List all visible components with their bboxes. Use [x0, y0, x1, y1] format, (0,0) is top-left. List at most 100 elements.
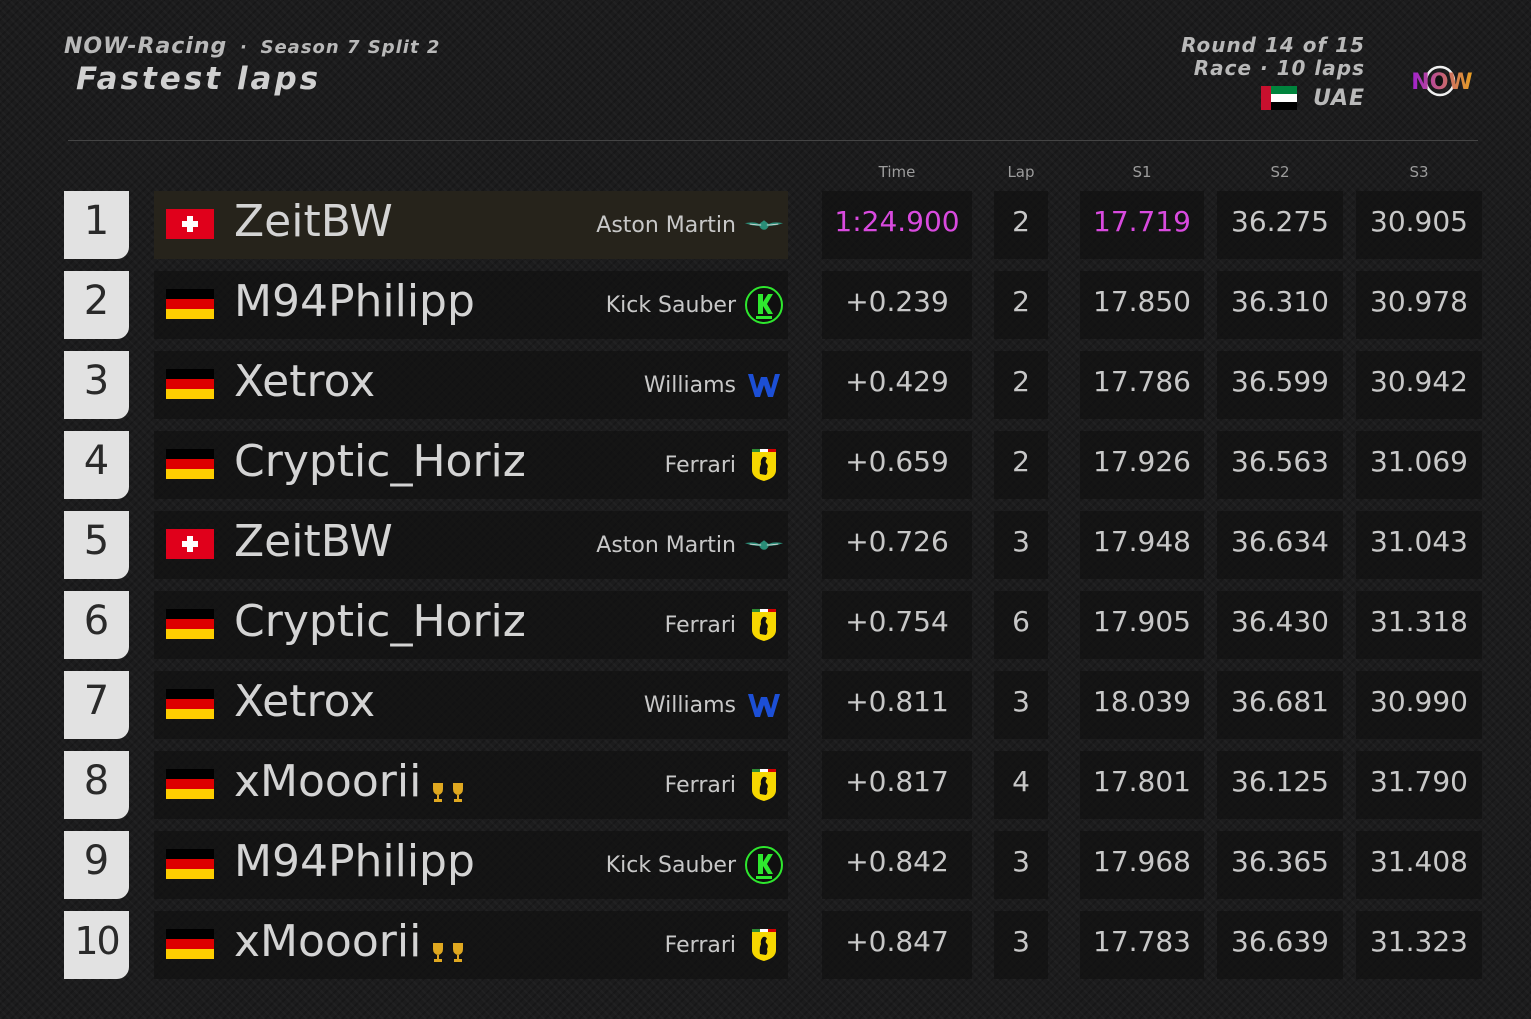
- driver-name-text: M94Philipp: [234, 276, 475, 327]
- team: Aston Martin: [596, 526, 784, 564]
- lap-number: 4: [994, 751, 1048, 819]
- team-name: Williams: [643, 372, 736, 398]
- position-number: 2: [64, 271, 129, 339]
- germany-flag-icon: [166, 609, 214, 639]
- driver-cell: Xetrox Williams: [154, 671, 788, 739]
- sector-1-time: 17.948: [1080, 511, 1204, 579]
- lap-number: 2: [994, 431, 1048, 499]
- team: Williams: [644, 366, 784, 404]
- germany-flag-icon: [166, 929, 214, 959]
- series-separator: ·: [239, 37, 248, 58]
- team: Kick Sauber: [606, 846, 784, 884]
- team-name: Ferrari: [664, 932, 736, 958]
- series-line: NOW-Racing · Season 7 Split 2: [64, 34, 440, 59]
- ferrari-logo-icon: [744, 445, 784, 485]
- aston-martin-logo-icon: [744, 205, 784, 245]
- header-right: Round 14 of 15 Race · 10 laps UAE: [1181, 34, 1365, 110]
- sector-1-time: 17.905: [1080, 591, 1204, 659]
- sector-2-time: 36.599: [1217, 351, 1343, 419]
- position-number: 7: [64, 671, 129, 739]
- germany-flag-icon: [166, 449, 214, 479]
- sector-1-time: 17.719: [1080, 191, 1204, 259]
- lap-time: +0.659: [822, 431, 972, 499]
- col-header-time: Time: [878, 163, 916, 181]
- lap-number: 3: [994, 831, 1048, 899]
- switzerland-flag-icon: [166, 529, 214, 559]
- lap-time: +0.847: [822, 911, 972, 979]
- sector-2-time: 36.275: [1217, 191, 1343, 259]
- position-number: 3: [64, 351, 129, 419]
- driver-name-text: Xetrox: [234, 676, 376, 727]
- trophy-icon: [431, 764, 445, 802]
- driver-name: Xetrox: [234, 356, 375, 407]
- driver-name-text: xMooorii: [234, 916, 422, 967]
- team-name: Williams: [643, 692, 736, 718]
- uae-flag-icon: [1261, 86, 1298, 110]
- driver-name-text: ZeitBW: [234, 196, 393, 247]
- round-label: Round 14 of 15: [1181, 33, 1365, 57]
- driver-cell: Xetrox Williams: [154, 351, 788, 419]
- lap-number: 6: [994, 591, 1048, 659]
- lap-number: 3: [994, 511, 1048, 579]
- team: Ferrari: [665, 606, 784, 644]
- team-name: Kick Sauber: [605, 292, 736, 318]
- series-name: NOW-Racing: [64, 34, 228, 59]
- lap-time: +0.726: [822, 511, 972, 579]
- sector-2-time: 36.365: [1217, 831, 1343, 899]
- driver-name: M94Philipp: [234, 276, 475, 327]
- sector-1-time: 17.783: [1080, 911, 1204, 979]
- table-row: 10 xMooorii Ferrari +0.847 3 17.783 36.639 31.3…: [64, 911, 1484, 979]
- driver-name: Cryptic_Horiz: [234, 436, 526, 487]
- lap-time: +0.239: [822, 271, 972, 339]
- col-header-s1: S1: [1132, 163, 1152, 181]
- team: Williams: [644, 686, 784, 724]
- sector-1-time: 17.850: [1080, 271, 1204, 339]
- table-row: 1 ZeitBW Aston Martin 1:24.900 2 17.719 36.275…: [64, 191, 1484, 259]
- driver-name: xMooorii: [234, 756, 465, 807]
- ferrari-logo-icon: [744, 765, 784, 805]
- table-row: 8 xMooorii Ferrari +0.817 4 17.801 36.125 31.79…: [64, 751, 1484, 819]
- team-name: Kick Sauber: [605, 852, 736, 878]
- team-name: Ferrari: [664, 772, 736, 798]
- lap-time: +0.817: [822, 751, 972, 819]
- sector-3-time: 31.408: [1356, 831, 1482, 899]
- lap-time: +0.811: [822, 671, 972, 739]
- driver-cell: xMooorii Ferrari: [154, 911, 788, 979]
- sector-2-time: 36.310: [1217, 271, 1343, 339]
- ferrari-logo-icon: [744, 925, 784, 965]
- team: Ferrari: [665, 446, 784, 484]
- sector-3-time: 30.905: [1356, 191, 1482, 259]
- sector-3-time: 31.043: [1356, 511, 1482, 579]
- trophies: [431, 764, 465, 802]
- sector-1-time: 18.039: [1080, 671, 1204, 739]
- driver-name: ZeitBW: [234, 516, 393, 567]
- season-label: Season 7 Split 2: [260, 37, 441, 58]
- lap-number: 2: [994, 351, 1048, 419]
- race-info: Race · 10 laps: [1193, 56, 1365, 80]
- team-name: Aston Martin: [596, 212, 736, 238]
- lap-number: 2: [994, 191, 1048, 259]
- sector-1-time: 17.786: [1080, 351, 1204, 419]
- driver-cell: M94Philipp Kick Sauber: [154, 271, 788, 339]
- team: Kick Sauber: [606, 286, 784, 324]
- switzerland-flag-icon: [166, 209, 214, 239]
- kick-sauber-logo-icon: [744, 845, 784, 885]
- table-row: 6 Cryptic_Horiz Ferrari +0.754 6 17.905 36.430…: [64, 591, 1484, 659]
- driver-cell: M94Philipp Kick Sauber: [154, 831, 788, 899]
- sector-2-time: 36.681: [1217, 671, 1343, 739]
- country-name: UAE: [1313, 85, 1365, 111]
- ferrari-logo-icon: [744, 605, 784, 645]
- driver-name-text: ZeitBW: [234, 516, 393, 567]
- header-divider: [68, 140, 1478, 141]
- table-row: 9 M94Philipp Kick Sauber +0.842 3 17.968 36.36…: [64, 831, 1484, 899]
- sector-2-time: 36.430: [1217, 591, 1343, 659]
- table-row: 5 ZeitBW Aston Martin +0.726 3 17.948 36.634 31…: [64, 511, 1484, 579]
- lap-time: +0.429: [822, 351, 972, 419]
- sector-2-time: 36.563: [1217, 431, 1343, 499]
- germany-flag-icon: [166, 369, 214, 399]
- sector-3-time: 30.978: [1356, 271, 1482, 339]
- table-row: 4 Cryptic_Horiz Ferrari +0.659 2 17.926 36.563…: [64, 431, 1484, 499]
- germany-flag-icon: [166, 689, 214, 719]
- lap-number: 2: [994, 271, 1048, 339]
- position-number: 10: [64, 911, 129, 979]
